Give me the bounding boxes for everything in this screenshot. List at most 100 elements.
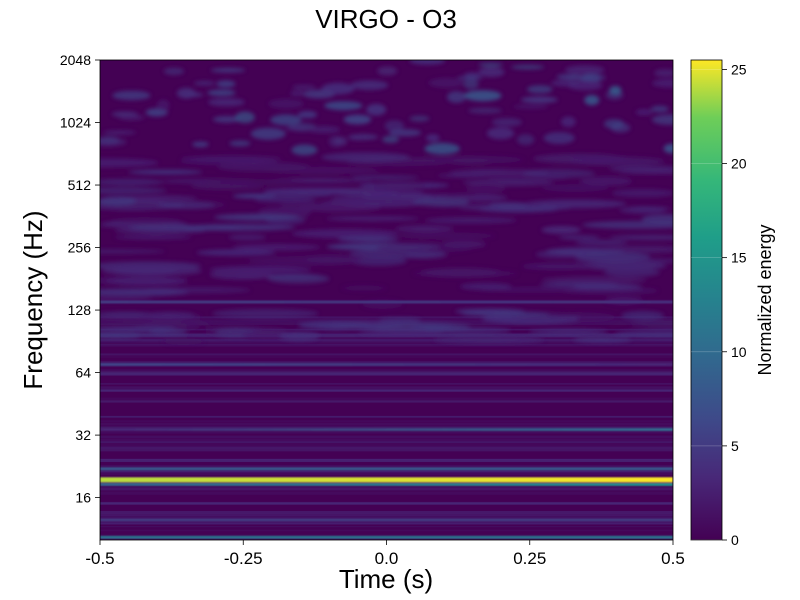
noise-blob [212, 309, 319, 319]
texture-band [100, 383, 673, 385]
spectral-line [100, 535, 673, 539]
noise-blob [297, 110, 318, 119]
noise-blob [100, 249, 166, 254]
texture-band [100, 360, 673, 364]
colorbar-tick-label: 10 [731, 344, 747, 360]
texture-band [100, 448, 673, 452]
noise-blob [147, 311, 195, 319]
noise-blob [148, 328, 188, 336]
texture-band [100, 371, 673, 375]
texture-band [100, 400, 673, 403]
noise-blob [621, 311, 665, 320]
texture-band [100, 513, 673, 516]
x-tick-label: 0.25 [513, 549, 546, 568]
y-tick-label: 128 [68, 302, 92, 318]
noise-blob [350, 80, 389, 90]
noise-blob [156, 99, 170, 112]
colorbar-tick-label: 5 [731, 438, 739, 454]
noise-blob [291, 144, 318, 156]
noise-blob [100, 333, 141, 339]
texture-band [100, 373, 673, 376]
noise-blob [350, 256, 407, 266]
noise-blob [298, 321, 373, 330]
noise-blob [463, 90, 502, 102]
texture-band [100, 447, 673, 449]
noise-blob [366, 103, 387, 116]
noise-blob [396, 232, 496, 240]
noise-blob [214, 213, 299, 221]
noise-blob [584, 95, 600, 106]
texture-band [100, 386, 673, 389]
texture-band [100, 470, 673, 473]
texture-band [100, 441, 673, 443]
noise-blob [291, 229, 399, 239]
noise-blob [426, 134, 440, 142]
noise-blob [582, 221, 673, 229]
colorbar-ticks: 0 5 10 15 20 25 [691, 61, 747, 548]
spectral-line [100, 300, 673, 304]
noise-blob [522, 263, 599, 270]
noise-blob [254, 196, 316, 203]
noise-blob [573, 258, 673, 264]
noise-blob [279, 331, 320, 341]
noise-blob [609, 234, 673, 241]
colorbar-tick-label: 25 [731, 61, 747, 77]
noise-blob [630, 319, 673, 328]
noise-blob [478, 67, 505, 77]
x-axis: -0.5 -0.25 0.0 0.25 0.5 [85, 540, 685, 568]
texture-band [100, 515, 673, 519]
spectral-line [100, 428, 673, 432]
y-tick-label: 32 [75, 427, 91, 443]
texture-band [100, 523, 673, 525]
noise-blob [570, 155, 633, 161]
noise-blob [292, 84, 316, 90]
y-tick-label: 512 [68, 177, 92, 193]
noise-blob [268, 98, 304, 109]
noise-blob [263, 189, 371, 195]
noise-blob [573, 337, 632, 343]
noise-blob [409, 60, 446, 65]
noise-blob [511, 64, 545, 70]
noise-blob [469, 168, 507, 174]
texture-band [100, 397, 673, 400]
texture-band [100, 490, 673, 492]
noise-blob [564, 65, 605, 75]
noise-blob [100, 178, 164, 186]
noise-blob [100, 196, 137, 206]
noise-blob [433, 336, 545, 344]
noise-blob [348, 135, 364, 141]
noise-blob [334, 136, 348, 146]
spectral-line [100, 518, 673, 522]
noise-blob [229, 140, 251, 147]
noise-blob [461, 311, 549, 317]
texture-band [100, 426, 673, 429]
texture-band [100, 369, 673, 371]
noise-blob [491, 117, 522, 127]
noise-blob [429, 193, 476, 200]
noise-blob [105, 276, 187, 286]
x-tick-label: -0.5 [85, 549, 114, 568]
texture-band [100, 458, 673, 462]
noise-blob [142, 320, 212, 327]
y-tick-label: 16 [75, 490, 91, 506]
noise-blob [382, 135, 400, 143]
noise-blob [463, 78, 479, 90]
noise-blob [337, 236, 399, 242]
noise-blob [604, 119, 624, 129]
spectral-line [100, 477, 673, 483]
noise-blob [341, 285, 387, 291]
noise-blob [468, 107, 502, 114]
noise-blob [409, 115, 430, 122]
colorbar-tick-label: 15 [731, 250, 747, 266]
texture-band [100, 511, 673, 514]
noise-blob [635, 109, 653, 116]
texture-band [100, 353, 673, 356]
texture-band [100, 492, 673, 495]
texture-band [100, 420, 673, 422]
noise-blob [228, 234, 267, 241]
noise-blob [343, 202, 419, 208]
spectral-line [100, 363, 673, 366]
noise-blob [377, 66, 398, 76]
noise-blob [378, 317, 422, 323]
noise-blob [163, 67, 185, 76]
